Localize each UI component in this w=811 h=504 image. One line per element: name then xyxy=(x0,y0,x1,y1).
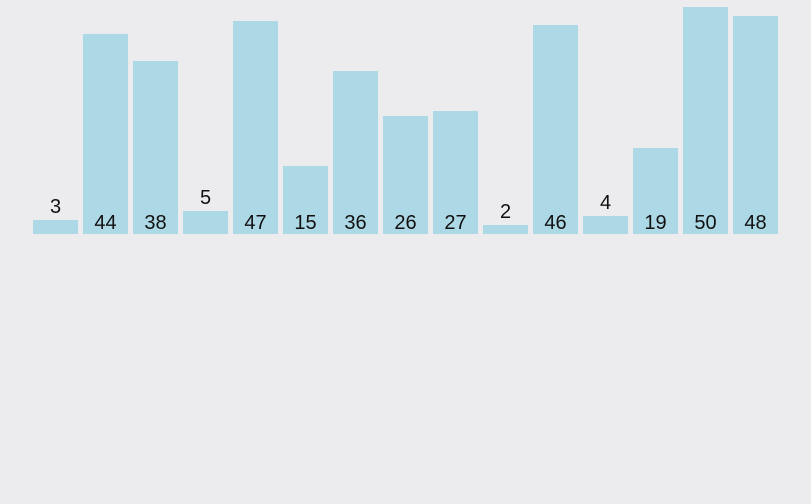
bar-value-label: 5 xyxy=(199,187,212,209)
bar-value-label: 47 xyxy=(244,212,267,234)
bar-value-label: 19 xyxy=(644,212,667,234)
bar: 15 xyxy=(283,166,328,234)
bar: 3 xyxy=(33,197,78,234)
bar-value-label: 26 xyxy=(394,212,417,234)
bar-value-label: 46 xyxy=(544,212,567,234)
bar-value-label: 50 xyxy=(694,212,717,234)
bar-value-label: 2 xyxy=(499,201,512,223)
bar-value-label: 36 xyxy=(344,212,367,234)
bar: 46 xyxy=(533,25,578,234)
bar: 27 xyxy=(433,111,478,234)
bar-value-label: 15 xyxy=(294,212,317,234)
bar: 47 xyxy=(233,21,278,234)
bar: 50 xyxy=(683,7,728,234)
bar: 48 xyxy=(733,16,778,234)
bar: 19 xyxy=(633,148,678,234)
bar-chart: 3 44 38 5 47 15 36 26 27 2 46 4 19 50 48 xyxy=(0,0,811,234)
bar-value-label: 4 xyxy=(599,192,612,214)
bar-value-label: 48 xyxy=(744,212,767,234)
bar-value-label: 3 xyxy=(49,196,62,218)
bar-value-label: 38 xyxy=(144,212,167,234)
bar: 26 xyxy=(383,116,428,234)
bar: 4 xyxy=(583,193,628,234)
bar: 44 xyxy=(83,34,128,234)
bar-value-label: 27 xyxy=(444,212,467,234)
bar: 38 xyxy=(133,61,178,234)
bar: 5 xyxy=(183,188,228,234)
bar: 2 xyxy=(483,202,528,234)
bar: 36 xyxy=(333,71,378,234)
bar-value-label: 44 xyxy=(94,212,117,234)
